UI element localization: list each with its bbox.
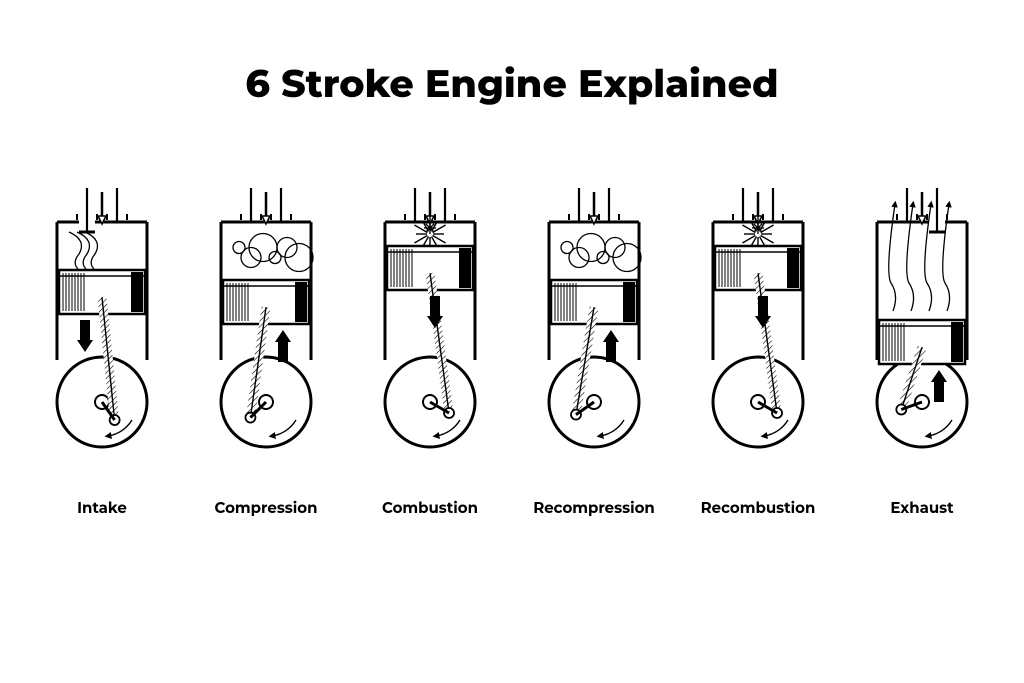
engine-diagram-recombustion xyxy=(683,180,833,480)
engine-diagram-compression xyxy=(191,180,341,480)
stroke-cell-intake: Intake xyxy=(27,180,177,517)
page-title: 6 Stroke Engine Explained xyxy=(0,60,1024,107)
stroke-cell-compression: Compression xyxy=(191,180,341,517)
stroke-label-compression: Compression xyxy=(215,498,318,517)
stroke-label-recombustion: Recombustion xyxy=(701,498,816,517)
stroke-label-exhaust: Exhaust xyxy=(890,498,953,517)
stroke-label-combustion: Combustion xyxy=(382,498,478,517)
stroke-cell-exhaust: Exhaust xyxy=(847,180,997,517)
engine-diagram-recompression xyxy=(519,180,669,480)
stroke-label-intake: Intake xyxy=(77,498,127,517)
stroke-cell-combustion: Combustion xyxy=(355,180,505,517)
stroke-cell-recombustion: Recombustion xyxy=(683,180,833,517)
stroke-cell-recompression: Recompression xyxy=(519,180,669,517)
engine-diagram-combustion xyxy=(355,180,505,480)
stroke-label-recompression: Recompression xyxy=(533,498,655,517)
diagram-page: 6 Stroke Engine Explained Intake Compress… xyxy=(0,0,1024,683)
engine-diagram-exhaust xyxy=(847,180,997,480)
engine-diagram-intake xyxy=(27,180,177,480)
stroke-row: Intake Compression Combustion Recompression… xyxy=(0,180,1024,517)
